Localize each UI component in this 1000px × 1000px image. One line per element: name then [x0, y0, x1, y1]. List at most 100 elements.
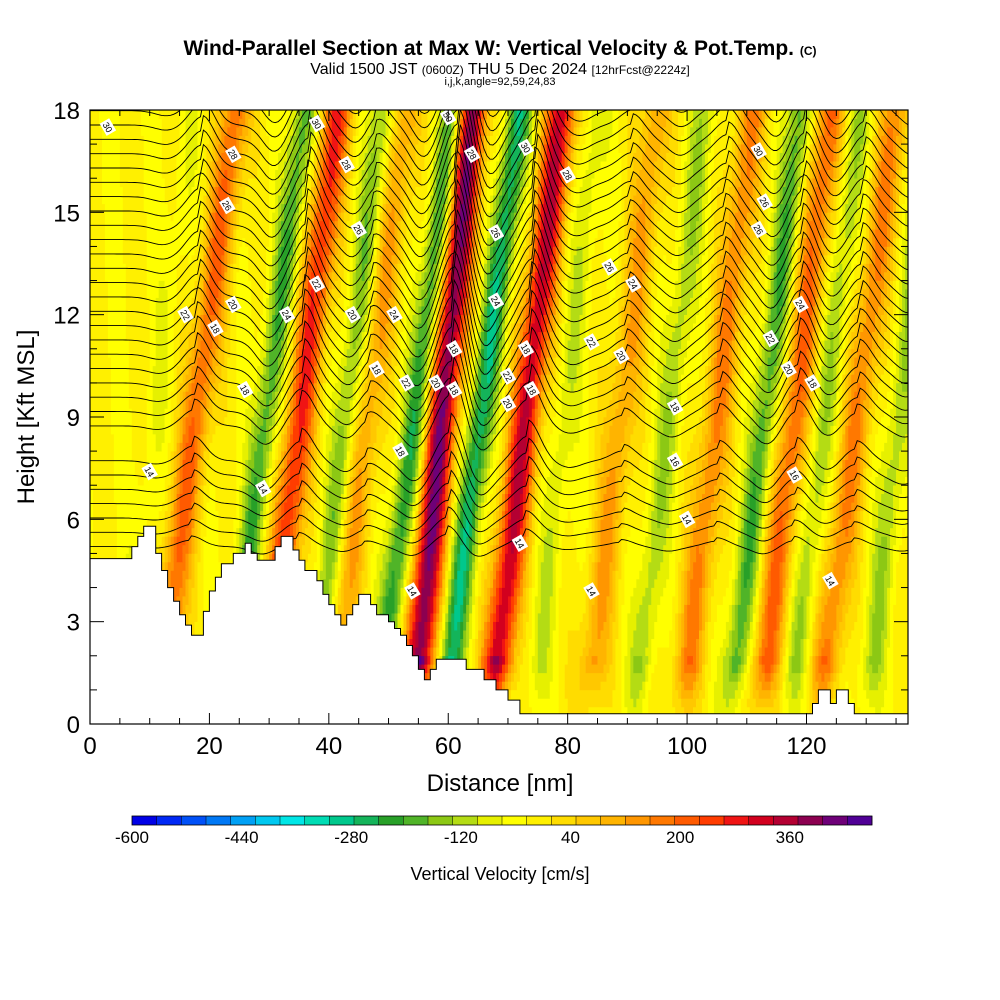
velocity-cell: [699, 604, 703, 614]
velocity-cell: [400, 519, 404, 529]
velocity-cell: [642, 664, 646, 674]
velocity-cell: [507, 646, 512, 657]
velocity-cell: [749, 612, 754, 622]
velocity-cell: [800, 450, 804, 460]
velocity-cell: [531, 544, 536, 554]
velocity-cell: [349, 484, 354, 495]
velocity-cell: [737, 493, 742, 503]
velocity-cell: [436, 510, 440, 520]
velocity-cell: [475, 536, 479, 546]
velocity-cell: [803, 672, 807, 682]
velocity-cell: [710, 510, 718, 520]
velocity-cell: [466, 476, 470, 486]
velocity-cell: [460, 612, 464, 622]
velocity-cell: [313, 450, 318, 460]
velocity-cell: [636, 612, 649, 622]
velocity-cell: [615, 638, 622, 648]
velocity-cell: [379, 604, 383, 614]
velocity-cell: [490, 578, 494, 588]
velocity-cell: [812, 655, 816, 665]
velocity-cell: [716, 476, 724, 486]
velocity-cell: [173, 527, 177, 537]
velocity-cell: [352, 519, 362, 529]
velocity-cell: [597, 476, 601, 486]
velocity-cell: [328, 476, 333, 486]
velocity-cell: [860, 510, 864, 520]
velocity-cell: [758, 612, 763, 622]
velocity-cell: [719, 553, 733, 563]
velocity-cell: [704, 638, 709, 648]
velocity-cell: [525, 467, 530, 477]
velocity-cell: [558, 595, 586, 605]
velocity-cell: [525, 587, 530, 597]
velocity-cell: [761, 595, 766, 605]
velocity-cell: [872, 612, 885, 622]
velocity-cell: [164, 493, 168, 503]
velocity-cell: [445, 459, 449, 469]
velocity-cell: [427, 544, 434, 554]
velocity-cell: [203, 510, 207, 520]
velocity-cell: [555, 578, 562, 588]
velocity-cell: [809, 672, 813, 682]
velocity-cell: [791, 536, 795, 546]
velocity-cell: [675, 467, 679, 477]
velocity-cell: [442, 638, 446, 648]
velocity-cell: [484, 561, 488, 571]
velocity-cell: [361, 527, 365, 537]
velocity-cell: [490, 544, 494, 554]
velocity-cell: [406, 612, 410, 622]
velocity-cell: [445, 544, 449, 554]
velocity-cell: [624, 664, 631, 674]
velocity-cell: [696, 681, 703, 691]
velocity-cell: [564, 681, 580, 691]
velocity-cell: [334, 595, 339, 605]
velocity-cell: [651, 467, 655, 477]
velocity-cell: [648, 459, 652, 469]
velocity-cell: [875, 587, 885, 597]
velocity-cell: [209, 484, 216, 495]
velocity-cell: [418, 561, 422, 571]
velocity-cell: [472, 570, 476, 580]
velocity-cell: [624, 476, 631, 486]
velocity-cell: [421, 484, 425, 495]
velocity-cell: [642, 510, 649, 520]
velocity-cell: [890, 587, 897, 597]
velocity-cell: [394, 604, 398, 614]
velocity-cell: [737, 459, 742, 469]
velocity-cell: [487, 638, 491, 648]
velocity-cell: [627, 638, 634, 648]
velocity-cell: [893, 493, 900, 503]
velocity-cell: [382, 587, 386, 597]
velocity-cell: [466, 664, 470, 674]
velocity-cell: [588, 612, 592, 622]
velocity-cell: [316, 476, 321, 486]
velocity-cell: [678, 672, 682, 682]
velocity-cell: [770, 519, 774, 529]
velocity-cell: [239, 501, 243, 512]
velocity-cell: [558, 698, 568, 708]
velocity-cell: [734, 604, 739, 614]
velocity-cell: [400, 493, 404, 503]
velocity-cell: [534, 459, 539, 469]
velocity-cell: [567, 638, 586, 648]
velocity-cell: [427, 493, 431, 503]
velocity-cell: [651, 553, 664, 563]
velocity-cell: [496, 604, 500, 614]
velocity-cell: [179, 510, 189, 520]
velocity-cell: [510, 612, 515, 622]
velocity-cell: [528, 527, 533, 537]
velocity-cell: [740, 519, 745, 529]
velocity-cell: [484, 621, 488, 631]
velocity-cell: [454, 476, 458, 486]
velocity-cell: [609, 612, 616, 622]
velocity-cell: [845, 570, 852, 580]
velocity-cell: [779, 638, 783, 648]
velocity-cell: [642, 706, 649, 716]
velocity-cell: [433, 570, 437, 580]
velocity-cell: [528, 544, 533, 554]
velocity-cell: [445, 638, 449, 648]
velocity-cell: [806, 501, 825, 512]
velocity-cell: [170, 587, 180, 597]
velocity-cell: [788, 706, 801, 716]
velocity-cell: [809, 612, 813, 622]
